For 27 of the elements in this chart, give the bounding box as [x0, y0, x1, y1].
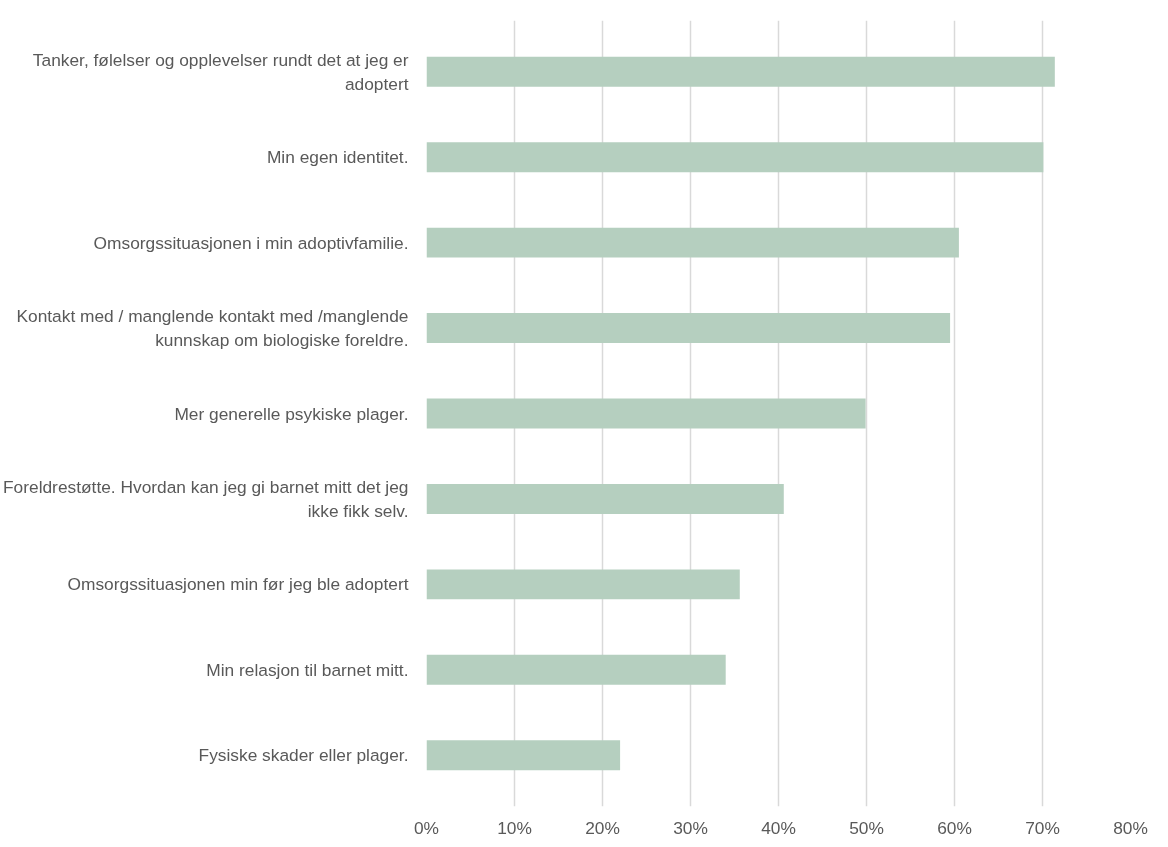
bar [426, 398, 866, 429]
y-tick-label: Omsorgssituasjonen i min adoptivfamilie. [93, 232, 409, 253]
bar [426, 313, 951, 344]
x-tick-label: 60% [937, 817, 972, 838]
x-tick-label: 10% [497, 817, 532, 838]
x-tick-label: 50% [849, 817, 884, 838]
y-tick-label: Tanker, følelser og opplevelser rundt det at jeg er adoptert [32, 49, 409, 94]
y-tick-label: Foreldrestøtte. Hvordan kan jeg gi barnet mitt det jeg ikke fikk selv. [3, 476, 409, 521]
x-tick-label: 40% [761, 817, 796, 838]
bar [426, 569, 740, 600]
x-tick-label: 20% [585, 817, 620, 838]
bar [426, 142, 1044, 173]
y-tick-label: Kontakt med / manglende kontakt med /manglende kunnskap om biologiske foreldre. [16, 306, 409, 351]
y-tick-label: Omsorgssituasjonen min før jeg ble adoptert [67, 574, 409, 595]
y-tick-label: Min relasjon til barnet mitt. [206, 659, 409, 680]
x-tick-label: 30% [673, 817, 708, 838]
x-tick-label: 80% [1113, 817, 1148, 838]
y-tick-label: Mer generelle psykiske plager. [174, 403, 409, 424]
bar [426, 483, 784, 514]
bar [426, 740, 621, 771]
x-tick-label: 0% [413, 817, 440, 838]
y-tick-label: Min egen identitet. [266, 147, 409, 168]
bar [426, 227, 959, 258]
y-tick-label: Fysiske skader eller plager. [198, 745, 409, 766]
bar [426, 56, 1055, 87]
x-tick-label: 70% [1025, 817, 1060, 838]
bar [426, 654, 726, 685]
